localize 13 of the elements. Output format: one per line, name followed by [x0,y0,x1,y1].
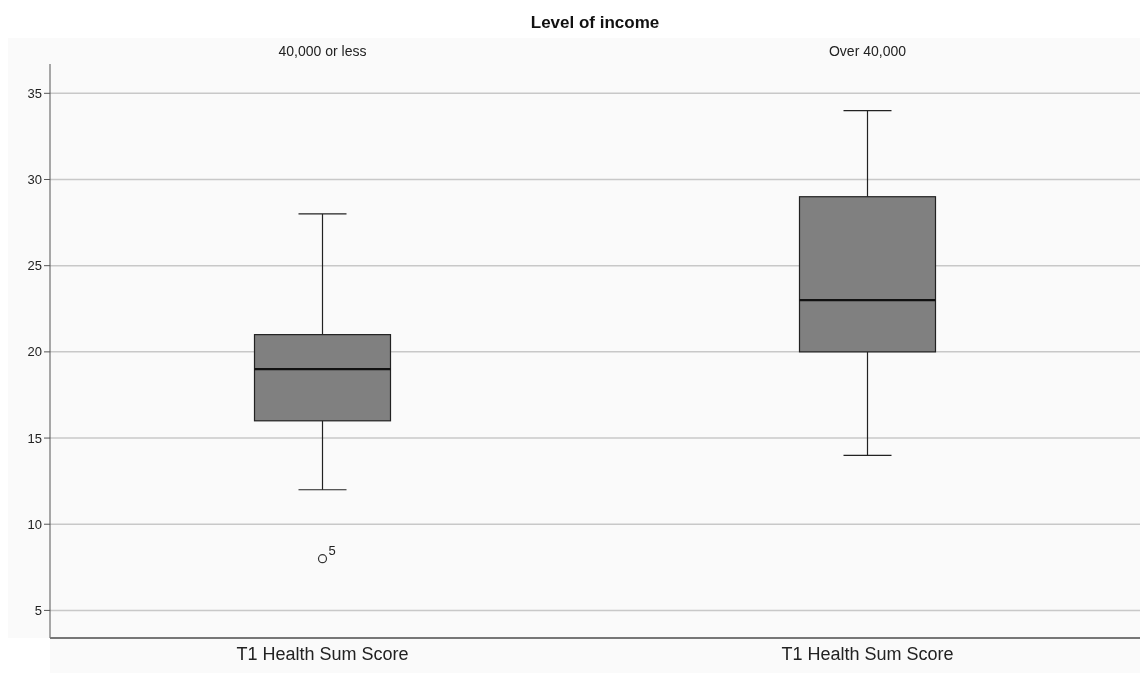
y-tick-label: 30 [27,172,42,188]
y-tick-label: 15 [27,430,42,446]
annotation: 5 [328,542,336,558]
y-tick-label: 20 [27,344,42,360]
y-tick-label: 25 [27,258,42,274]
y-tick-label: 10 [27,516,42,532]
y-tick-label: 5 [34,603,42,619]
text: T1 Health Sum Score [781,644,954,664]
x-tick-label: Over 40,000 [828,43,907,59]
x-axis-title: T1 Health Sum Score [235,643,410,666]
y-tick-label: 35 [27,85,42,101]
x-tick-label: 40,000 or less [278,43,367,59]
chart-title: Level of income [529,12,661,34]
